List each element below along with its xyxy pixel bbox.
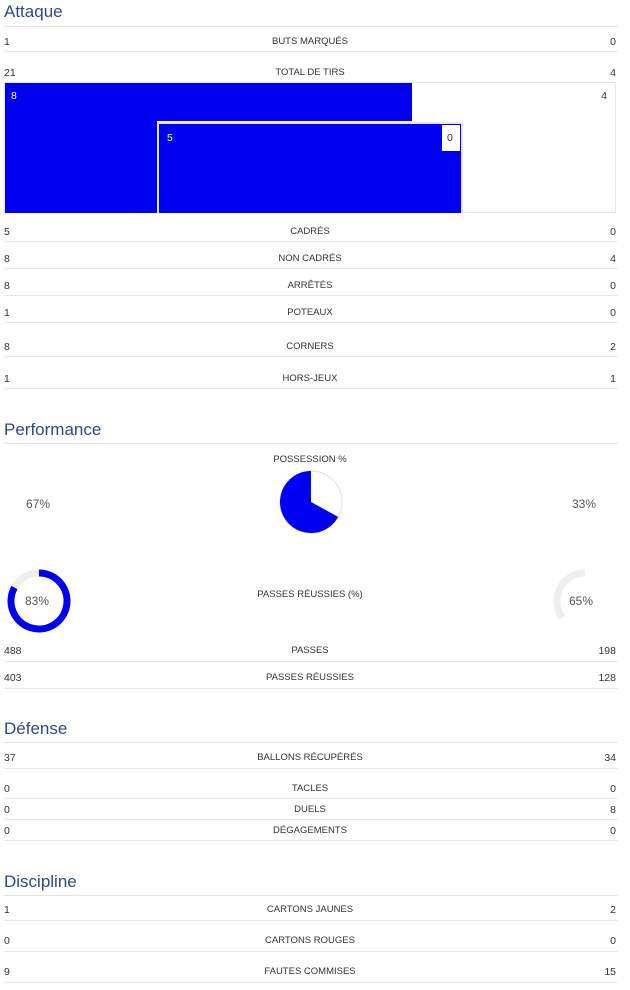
- away-value: 0: [610, 825, 616, 837]
- home-value: 1: [4, 373, 10, 385]
- row-divider: [4, 295, 618, 296]
- stat-label: CARTONS ROUGES: [265, 935, 355, 946]
- stat-label: FAUTES COMMISES: [264, 966, 356, 977]
- home-pass-accuracy-donut: [7, 569, 71, 633]
- stat-label: HORS-JEUX: [282, 373, 338, 384]
- away-value: 34: [604, 752, 616, 764]
- row-divider: [4, 51, 618, 52]
- home-value: 488: [4, 645, 22, 657]
- outside-box-home-bar-lower: [5, 121, 157, 213]
- row-divider: [4, 951, 618, 952]
- home-value: 0: [4, 935, 10, 947]
- row-divider: [4, 356, 618, 357]
- possession-home: 67%: [26, 497, 51, 511]
- pass-accuracy-label: PASSES RÉUSSIES (%): [257, 589, 363, 600]
- away-value: 8: [610, 804, 616, 816]
- stat-label: BALLONS RÉCUPÉRÉS: [257, 752, 363, 763]
- home-value: 21: [4, 67, 16, 79]
- section-divider: [4, 742, 618, 743]
- row-divider: [4, 768, 618, 769]
- pass-accuracy-away: 65%: [569, 594, 594, 608]
- home-value: 1: [4, 36, 10, 48]
- home-value: 9: [4, 966, 10, 978]
- away-pass-accuracy-donut: [553, 569, 617, 633]
- section-title-discipline: Discipline: [4, 872, 77, 891]
- row-divider: [4, 268, 618, 269]
- inside-box-home-count: 5: [167, 132, 173, 144]
- stat-label: CARTONS JAUNES: [266, 904, 354, 915]
- away-value: 2: [610, 341, 616, 353]
- possession-pie-chart: [279, 470, 343, 534]
- row-divider: [4, 661, 618, 662]
- section-title-attack: Attaque: [4, 2, 63, 21]
- home-value: 5: [4, 226, 10, 238]
- away-value: 15: [604, 966, 616, 978]
- row-divider: [4, 798, 618, 799]
- away-value: 4: [610, 253, 616, 265]
- away-value: 0: [610, 226, 616, 238]
- away-value: 2: [610, 904, 616, 916]
- away-value: 0: [610, 307, 616, 319]
- row-divider: [4, 388, 618, 389]
- home-value: 0: [4, 825, 10, 837]
- inside-box-home-bar: [159, 124, 461, 213]
- stat-label: BUTS MARQUÉS: [271, 36, 348, 47]
- row-divider: [4, 241, 618, 242]
- away-value: 0: [610, 36, 616, 48]
- outside-box-away-count: 4: [601, 90, 607, 102]
- possession-label: POSSESSION %: [273, 454, 347, 465]
- stat-label: CADRÉS: [290, 226, 330, 237]
- donut-progress: [559, 569, 617, 633]
- home-value: 1: [4, 904, 10, 916]
- stat-label: TACLES: [291, 783, 329, 794]
- section-divider: [4, 443, 618, 444]
- stat-label: PASSES RÉUSSIES: [266, 672, 354, 683]
- stat-label: CORNERS: [286, 341, 334, 352]
- away-value: 128: [598, 672, 616, 684]
- pass-accuracy-home: 83%: [25, 594, 50, 608]
- home-value: 8: [4, 341, 10, 353]
- donut-progress: [7, 569, 71, 633]
- outside-box-home-bar: [5, 83, 412, 121]
- away-value: 4: [610, 67, 616, 79]
- section-divider: [4, 26, 618, 27]
- row-divider: [4, 982, 618, 983]
- away-value: 0: [610, 935, 616, 947]
- home-value: 8: [4, 253, 10, 265]
- stat-label: POTEAUX: [287, 307, 333, 318]
- row-divider: [4, 819, 618, 820]
- home-value: 37: [4, 752, 16, 764]
- possession-pie-home-slice: [280, 471, 339, 533]
- row-divider: [4, 322, 618, 323]
- section-divider: [4, 895, 618, 896]
- home-value: 1: [4, 307, 10, 319]
- home-value: 8: [4, 280, 10, 292]
- home-value: 0: [4, 804, 10, 816]
- stat-label: DÉGAGEMENTS: [273, 825, 347, 836]
- inside-box-away-count: 0: [447, 132, 453, 144]
- stat-label: DUELS: [294, 804, 326, 815]
- stat-label: NON CADRÉS: [278, 253, 342, 264]
- stat-label: PASSES: [291, 645, 329, 656]
- shot-location-chart: 8 4 5 0: [4, 82, 616, 213]
- outside-box-home-count: 8: [11, 90, 17, 102]
- home-value: 0: [4, 783, 10, 795]
- inside-box-away-area: [442, 125, 460, 151]
- away-value: 1: [610, 373, 616, 385]
- section-title-performance: Performance: [4, 420, 102, 439]
- row-divider: [4, 840, 618, 841]
- section-title-defense: Défense: [4, 719, 68, 738]
- away-value: 0: [610, 783, 616, 795]
- home-value: 403: [4, 672, 22, 684]
- stat-label: TOTAL DE TIRS: [275, 67, 345, 78]
- possession-away: 33%: [572, 497, 597, 511]
- row-divider: [4, 920, 618, 921]
- stat-label: ARRÊTÉS: [287, 280, 333, 291]
- away-value: 0: [610, 280, 616, 292]
- away-value: 198: [598, 645, 616, 657]
- row-divider: [4, 688, 618, 689]
